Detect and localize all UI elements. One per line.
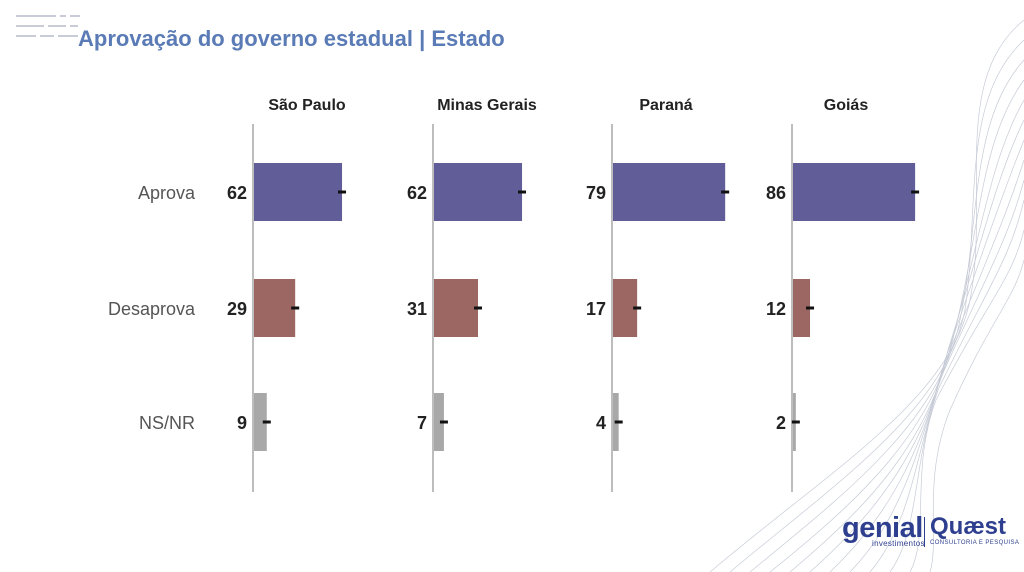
data-label-minas-gerais-desaprova: 31 — [407, 299, 427, 319]
genial-logo: genial — [842, 512, 923, 544]
data-label-goias-desaprova: 12 — [766, 299, 786, 319]
data-label-minas-gerais-ns-nr: 7 — [417, 413, 427, 433]
data-label-sao-paulo-aprova: 62 — [227, 183, 247, 203]
bar-goias-aprova — [793, 163, 916, 221]
panel-title-goias: Goiás — [824, 97, 869, 114]
bar-minas-gerais-desaprova — [434, 279, 479, 337]
page-title: Aprovação do governo estadual | Estado — [78, 26, 505, 51]
bar-parana-desaprova — [613, 279, 638, 337]
data-label-parana-aprova: 79 — [586, 183, 606, 203]
data-label-sao-paulo-ns-nr: 9 — [237, 413, 247, 433]
panel-title-minas-gerais: Minas Gerais — [437, 97, 537, 114]
quaest-logo: Quæst — [930, 513, 1007, 540]
panel-title-parana: Paraná — [639, 97, 692, 114]
data-label-minas-gerais-aprova: 62 — [407, 183, 427, 203]
bar-minas-gerais-ns-nr — [434, 393, 444, 451]
category-label-aprova: Aprova — [138, 183, 196, 203]
data-label-goias-ns-nr: 2 — [776, 413, 786, 433]
decorative-dots — [16, 13, 82, 50]
decorative-waves — [709, 19, 1024, 572]
bar-parana-aprova — [613, 163, 726, 221]
data-label-parana-desaprova: 17 — [586, 299, 606, 319]
data-label-parana-ns-nr: 4 — [596, 413, 606, 433]
category-label-ns-nr: NS/NR — [139, 413, 195, 433]
data-label-sao-paulo-desaprova: 29 — [227, 299, 247, 319]
category-label-desaprova: Desaprova — [108, 299, 196, 319]
genial-logo-subtitle: investimentos — [872, 539, 925, 548]
data-label-goias-aprova: 86 — [766, 183, 786, 203]
logo-separator — [924, 517, 925, 547]
bar-sao-paulo-ns-nr — [254, 393, 267, 451]
quaest-logo-subtitle: CONSULTORIA E PESQUISA — [930, 540, 1020, 546]
bar-minas-gerais-aprova — [434, 163, 523, 221]
bar-sao-paulo-aprova — [254, 163, 343, 221]
bar-goias-desaprova — [793, 279, 811, 337]
bar-sao-paulo-desaprova — [254, 279, 296, 337]
panel-title-sao-paulo: São Paulo — [268, 97, 346, 114]
